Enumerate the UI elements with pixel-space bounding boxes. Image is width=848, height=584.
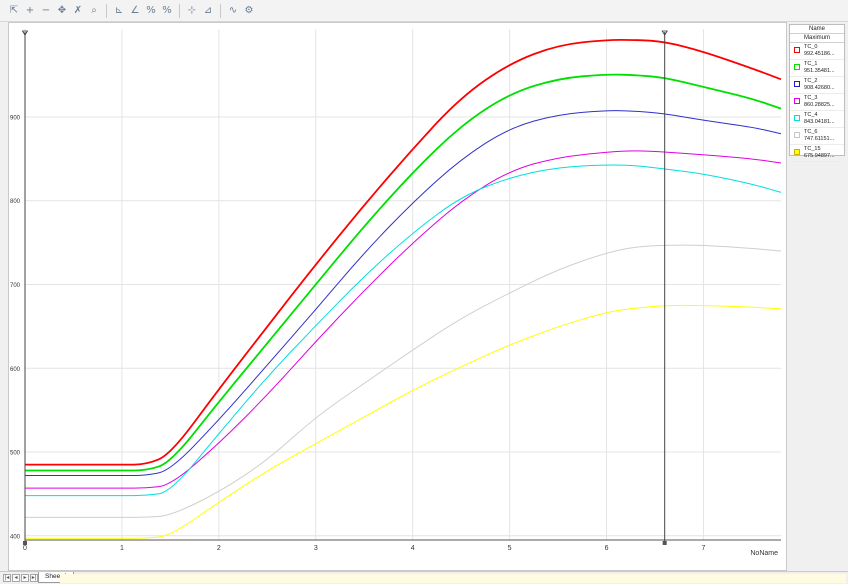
series-line-TC_3: [25, 150, 782, 489]
legend-series-name: TC_4: [804, 112, 818, 118]
y-tick-label: 500: [10, 451, 21, 457]
percent-alt-icon[interactable]: %: [162, 4, 172, 16]
x-tick-label: 7: [702, 545, 706, 552]
legend-series-name: TC_6: [804, 129, 818, 135]
legend-series-max: 675.94897...: [804, 153, 835, 159]
next-sheet-icon[interactable]: ▸: [21, 574, 29, 582]
legend-item[interactable]: TC_6 747.61151...: [790, 128, 844, 145]
legend-series-name: TC_1: [804, 61, 818, 67]
first-sheet-icon[interactable]: |◂: [3, 574, 11, 582]
x-tick-label: 3: [314, 545, 318, 552]
legend-item[interactable]: TC_0 992.45186...: [790, 43, 844, 60]
legend-item[interactable]: TC_15 675.94897...: [790, 145, 844, 162]
legend-series-name: TC_3: [804, 95, 818, 101]
series-line-TC_0: [25, 39, 782, 466]
legend-series-max: 843.04181...: [804, 119, 835, 125]
y-tick-label: 700: [10, 283, 21, 289]
cursor-handle-top: [661, 30, 668, 36]
sheet-tab-bar: |◂ ◂ ▸ ▸| Sheet 1: [0, 571, 848, 584]
legend-swatch[interactable]: [794, 149, 800, 155]
toolbar-separator: [179, 3, 180, 18]
y-tick-label: 800: [10, 199, 21, 205]
legend-swatch[interactable]: [794, 132, 800, 138]
series-line-TC_6: [25, 244, 782, 518]
legend-swatch[interactable]: [794, 47, 800, 53]
toolbar-separator: [220, 3, 221, 18]
x-axis-label: NoName: [750, 550, 778, 557]
measure-icon[interactable]: ⊿: [203, 4, 213, 16]
toolbar-separator: [106, 3, 107, 18]
legend-series-max: 747.61151...: [804, 136, 835, 142]
pointer-icon[interactable]: ⇱: [9, 4, 19, 16]
pan-icon[interactable]: ✥: [57, 4, 67, 16]
x-tick-label: 6: [605, 545, 609, 552]
x-tick-label: 1: [120, 545, 124, 552]
zoom-out-icon[interactable]: −: [41, 4, 51, 16]
series-line-TC_4: [25, 164, 782, 497]
zoom-region-icon[interactable]: ⌕: [91, 4, 97, 16]
y-tick-label: 900: [10, 115, 21, 121]
series-line-TC_15: [25, 304, 782, 539]
chart-axis-icon[interactable]: ⊾: [114, 4, 124, 16]
legend-swatch[interactable]: [794, 81, 800, 87]
x-tick-label: 4: [411, 545, 415, 552]
toolbar: ⇱ + − ✥ ✗ ⌕ ⊾ ∠%% ⊹ ⊿ ∿ ⚙: [0, 0, 848, 22]
prev-sheet-icon[interactable]: ◂: [12, 574, 20, 582]
plot-area[interactable]: 0 1 2 3 4 5 6 7 400 500 600 700 800 900 NoName: [8, 22, 787, 571]
legend-item[interactable]: TC_3 860.28825...: [790, 94, 844, 111]
legend-series-name: TC_15: [804, 146, 821, 152]
legend-series-max: 908.42680...: [804, 85, 835, 91]
curve-fit-icon[interactable]: ∿: [228, 4, 238, 16]
legend-header-name: Name: [790, 25, 844, 34]
legend-header-value: Maximum: [790, 34, 844, 43]
series-line-TC_2: [25, 110, 782, 476]
legend-series-max: 992.45186...: [804, 51, 835, 57]
zoom-in-icon[interactable]: +: [25, 4, 35, 16]
cursor-icon[interactable]: ⊹: [187, 4, 197, 16]
legend-item[interactable]: TC_2 908.42680...: [790, 77, 844, 94]
tab-strip: [60, 574, 846, 583]
cursor-handle-top: [21, 30, 29, 36]
last-sheet-icon[interactable]: ▸|: [30, 574, 38, 582]
legend-item[interactable]: TC_4 843.04181...: [790, 111, 844, 128]
zoom-fit-icon[interactable]: ✗: [73, 4, 83, 16]
x-tick-label: 5: [508, 545, 512, 552]
y-tick-label: 400: [10, 534, 21, 540]
percent-icon[interactable]: %: [146, 4, 156, 16]
legend-swatch[interactable]: [794, 115, 800, 121]
x-tick-label: 0: [23, 545, 27, 552]
line-chart[interactable]: 0 1 2 3 4 5 6 7 400 500 600 700 800 900 NoName: [9, 23, 786, 570]
legend-series-max: 860.28825...: [804, 102, 835, 108]
legend-series-max: 951.35481...: [804, 68, 835, 74]
legend-swatch[interactable]: [794, 98, 800, 104]
x-tick-label: 2: [217, 545, 221, 552]
chart-type-icon[interactable]: ∠: [130, 4, 140, 16]
legend-series-name: TC_2: [804, 78, 818, 84]
cursor-handle-bottom: [662, 541, 667, 545]
settings-icon[interactable]: ⚙: [244, 4, 254, 16]
series-line-TC_1: [25, 73, 782, 472]
legend-series-name: TC_0: [804, 44, 818, 50]
legend-swatch[interactable]: [794, 64, 800, 70]
legend: Name Maximum TC_0 992.45186... TC_1 951.354…: [789, 24, 845, 162]
cursor-handle-bottom: [23, 541, 27, 545]
legend-item[interactable]: TC_1 951.35481...: [790, 60, 844, 77]
y-tick-label: 600: [10, 367, 21, 373]
